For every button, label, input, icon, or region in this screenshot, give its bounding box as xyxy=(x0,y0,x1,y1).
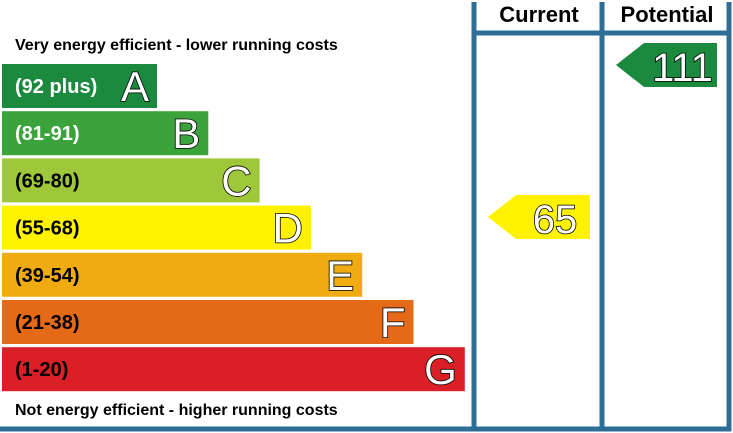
band-f-letter: F xyxy=(380,299,406,346)
band-d-range: (55-68) xyxy=(15,218,79,240)
band-b-range: (81-91) xyxy=(15,123,79,145)
band-a-bar xyxy=(2,64,157,108)
band-g-range: (1-20) xyxy=(15,359,68,381)
band-b-bar xyxy=(2,111,209,156)
band-c-letter: C xyxy=(221,157,251,204)
top-caption: Very energy efficient - lower running co… xyxy=(15,37,338,54)
potential-rating-arrow xyxy=(616,43,717,87)
band-b-letter: B xyxy=(172,110,200,157)
current-rating-value: 65 xyxy=(533,198,578,242)
band-c-bar xyxy=(2,158,260,203)
rating-bands: (92 plus) A (81-91) B (69-80) C (55-68) D (39-54… xyxy=(2,62,465,394)
band-g-bar xyxy=(2,347,465,392)
current-column-header: Current xyxy=(499,2,579,27)
band-f-bar xyxy=(2,300,414,344)
potential-rating-value: 111 xyxy=(652,46,713,90)
band-a-letter: A xyxy=(121,63,149,110)
band-d-bar xyxy=(2,205,311,250)
band-g-letter: G xyxy=(424,346,457,393)
bottom-caption: Not energy efficient - higher running co… xyxy=(15,402,338,419)
current-rating-arrow xyxy=(488,195,590,239)
rating-arrows: 65 111 xyxy=(488,43,717,243)
band-f-range: (21-38) xyxy=(15,312,79,334)
band-a-range: (92 plus) xyxy=(15,76,97,98)
potential-column-header: Potential xyxy=(621,2,714,27)
band-e-range: (39-54) xyxy=(15,265,79,287)
band-d-letter: D xyxy=(273,205,303,252)
band-e-bar xyxy=(2,252,363,297)
band-e-letter: E xyxy=(326,252,354,299)
band-c-range: (69-80) xyxy=(15,170,79,192)
